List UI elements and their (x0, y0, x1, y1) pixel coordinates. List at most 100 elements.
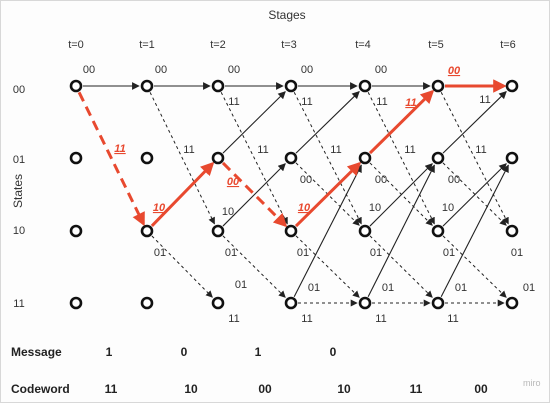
state-node (431, 224, 445, 238)
highlighted-path-edge (77, 91, 145, 227)
state-node (284, 224, 298, 238)
transition-label: 10 (369, 202, 381, 214)
state-node (69, 79, 83, 93)
codeword-symbol: 11 (105, 382, 118, 396)
solid-transition-edge (222, 163, 286, 227)
message-bit: 0 (330, 345, 337, 359)
stage-labels: t=0 t=1 t=2 t=3 t=4 t=5 t=6 (68, 39, 516, 51)
transition-label: 10 (222, 206, 234, 218)
dashed-transition-edge (151, 235, 213, 298)
state-node (140, 151, 154, 165)
state-node (140, 224, 154, 238)
message-bit: 1 (106, 345, 113, 359)
stage-label: t=1 (139, 39, 155, 51)
state-node (211, 79, 225, 93)
message-label: Message (11, 345, 62, 359)
message-bit: 1 (255, 345, 262, 359)
transition-label: 10 (442, 202, 454, 214)
dashed-transition-edge (220, 92, 288, 225)
state-labels: 00 01 10 11 (13, 84, 25, 310)
state-node (505, 151, 519, 165)
state-node (284, 296, 298, 310)
transition-label: 01 (308, 282, 320, 294)
transition-label: 00 (448, 174, 460, 186)
stage-label: t=3 (281, 39, 297, 51)
path-label: 10 (298, 202, 311, 214)
path-label: 10 (153, 202, 166, 214)
codeword-symbol: 00 (258, 382, 272, 396)
transition-label: 11 (228, 313, 239, 325)
solid-transition-edge (222, 91, 286, 154)
state-node (211, 224, 225, 238)
highlighted-path-edge (368, 89, 435, 155)
path-label: 00 (227, 176, 240, 188)
highlighted-path-edge (150, 161, 215, 228)
solid-transition-edge (295, 91, 360, 154)
state-node (358, 79, 372, 93)
path-label: 11 (405, 97, 416, 109)
state-node (505, 79, 519, 93)
transition-label: 11 (228, 96, 239, 108)
dashed-transition-edge (442, 235, 507, 298)
codeword-symbol: 10 (337, 382, 351, 396)
stage-label: t=2 (210, 39, 226, 51)
trellis-nodes (69, 79, 519, 310)
message-bit: 0 (181, 345, 188, 359)
trellis-edges (83, 82, 509, 307)
state-label: 11 (13, 298, 24, 310)
stage-label: t=5 (428, 39, 444, 51)
transition-label: 11 (257, 144, 268, 156)
state-node (284, 151, 298, 165)
transition-label: 11 (447, 313, 458, 325)
transition-label: 01 (511, 247, 523, 259)
dashed-transition-edge (149, 92, 215, 225)
state-node (431, 79, 445, 93)
state-node (69, 296, 83, 310)
transition-label: 01 (455, 282, 467, 294)
transition-label: 00 (375, 174, 387, 186)
transition-label: 01 (225, 247, 237, 259)
state-node (211, 296, 225, 310)
message-row: Message 1 0 1 0 (11, 345, 337, 359)
path-label: 00 (448, 65, 461, 77)
state-node (358, 224, 372, 238)
transition-label: 00 (155, 64, 167, 76)
state-label: 00 (13, 84, 25, 96)
codeword-symbol: 00 (474, 382, 488, 396)
solid-transition-edge (367, 164, 435, 297)
transition-label: 11 (301, 313, 312, 325)
y-axis-label: States (11, 174, 25, 208)
state-node (69, 224, 83, 238)
transition-label: 01 (235, 279, 247, 291)
state-node (431, 296, 445, 310)
state-label: 10 (13, 225, 25, 237)
state-node (505, 224, 519, 238)
transition-label: 01 (443, 247, 455, 259)
state-node (284, 79, 298, 93)
stage-label: t=0 (68, 39, 84, 51)
transition-label: 11 (330, 144, 341, 156)
transition-label: 11 (301, 96, 312, 108)
dashed-transition-edge (369, 235, 433, 298)
transition-label: 11 (479, 94, 490, 106)
codeword-row: Codeword 11 10 00 10 11 00 (11, 382, 488, 396)
transition-label: 00 (83, 64, 95, 76)
state-node (358, 151, 372, 165)
transition-label: 01 (370, 247, 382, 259)
transition-label: 11 (183, 144, 194, 156)
transition-label: 00 (300, 174, 312, 186)
state-node (358, 296, 372, 310)
dashed-transition-edge (295, 235, 360, 298)
stage-label: t=4 (355, 39, 371, 51)
transition-label: 11 (475, 144, 486, 156)
transition-label: 00 (301, 64, 313, 76)
state-label: 01 (13, 154, 25, 166)
highlighted-path-edge (221, 161, 288, 228)
state-node (69, 151, 83, 165)
state-node (505, 296, 519, 310)
stage-label: t=6 (500, 39, 516, 51)
codeword-label: Codeword (11, 382, 70, 396)
transition-label: 01 (297, 247, 309, 259)
transition-label: 11 (404, 144, 415, 156)
